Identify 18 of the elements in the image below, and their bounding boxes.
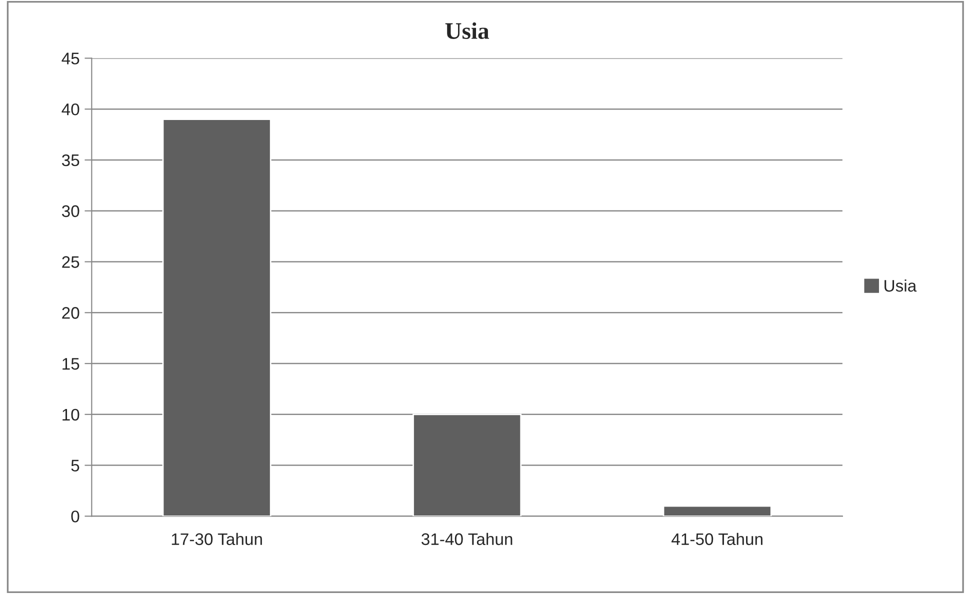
chart-title: Usia (445, 22, 490, 39)
y-tick-label: 40 (62, 104, 80, 116)
y-tick-label: 0 (71, 510, 80, 522)
y-tick-label: 25 (62, 256, 80, 268)
x-tick-label: 17-30 Tahun (172, 532, 262, 546)
y-tick-label: 10 (62, 408, 80, 421)
y-tick-label: 45 (62, 52, 80, 64)
y-tick-label: 20 (62, 307, 80, 319)
legend-label: Usia (884, 279, 917, 292)
bar (162, 118, 272, 516)
y-tick-label: 15 (62, 358, 80, 370)
x-tick-label: 41-50 Tahun (672, 532, 762, 546)
y-tick-label: 5 (71, 460, 80, 472)
x-tick-label: 31-40 Tahun (422, 532, 512, 546)
y-tick-label: 30 (62, 205, 80, 218)
bar (662, 505, 772, 516)
y-tick-label: 35 (62, 154, 80, 166)
bar (412, 414, 522, 516)
